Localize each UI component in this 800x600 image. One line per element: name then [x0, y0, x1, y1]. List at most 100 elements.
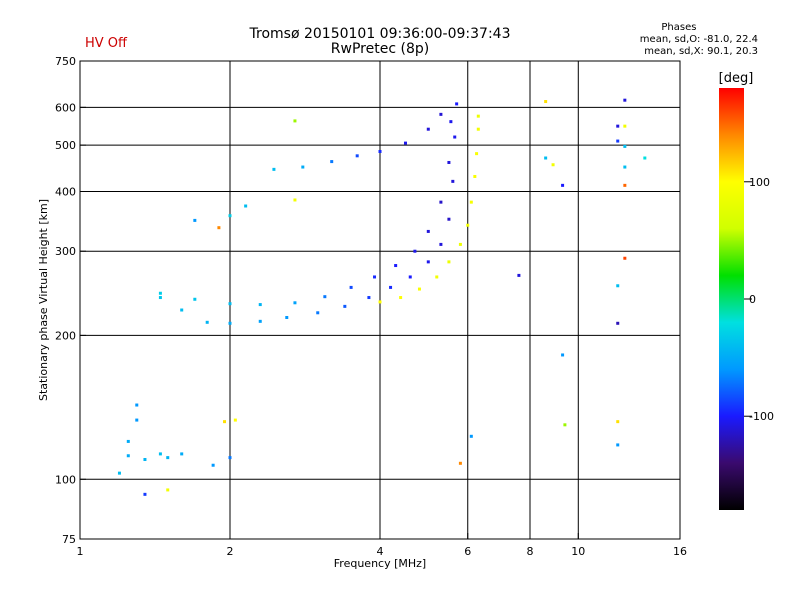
data-point	[180, 308, 184, 312]
data-point	[343, 304, 347, 308]
data-point	[616, 124, 620, 128]
data-point	[561, 353, 565, 357]
data-point	[228, 321, 232, 325]
data-point	[135, 403, 139, 407]
data-point	[439, 200, 443, 204]
phases-x-line: mean, sd,X: 90.1, 20.3	[644, 46, 758, 57]
data-point	[458, 461, 462, 465]
data-point	[453, 135, 457, 139]
x-tick-label: 16	[673, 545, 687, 558]
data-point	[439, 112, 443, 116]
data-point	[272, 167, 276, 171]
y-tick-label: 500	[55, 139, 76, 152]
data-point	[285, 315, 289, 319]
y-tick-label: 200	[55, 329, 76, 342]
x-tick-label: 8	[527, 545, 534, 558]
data-point	[623, 183, 627, 187]
data-point	[355, 154, 359, 158]
data-point	[228, 214, 232, 218]
colorbar-tick-label: 100	[749, 176, 770, 189]
data-point	[623, 124, 627, 128]
data-point	[475, 152, 479, 156]
data-point	[616, 139, 620, 143]
data-point	[426, 260, 430, 264]
data-point	[449, 120, 453, 124]
chart-subtitle: RwPretec (8p)	[330, 41, 430, 57]
axis-ticks: 1 2 4 6 8 10 16 75 100 200 300 400 500 600 750	[55, 55, 687, 558]
x-tick-label: 1	[77, 545, 84, 558]
data-point	[193, 297, 197, 301]
colorbar-ticks: 100 0 -100	[744, 176, 774, 423]
data-point	[158, 291, 162, 295]
colorbar-tick-label: 0	[749, 293, 756, 306]
data-point	[403, 141, 407, 145]
data-point	[228, 456, 232, 460]
data-point	[616, 284, 620, 288]
x-tick-label: 2	[227, 545, 234, 558]
y-tick-label: 75	[62, 533, 76, 546]
data-point	[143, 492, 147, 496]
data-point	[476, 114, 480, 118]
data-point	[117, 471, 121, 475]
data-point	[561, 183, 565, 187]
data-point	[473, 174, 477, 178]
x-tick-label: 10	[571, 545, 585, 558]
x-tick-label: 6	[464, 545, 471, 558]
phases-o-line: mean, sd,O: -81.0, 22.4	[639, 34, 758, 45]
data-point	[466, 223, 470, 227]
colorbar-tick-label: -100	[749, 410, 774, 423]
data-point	[417, 287, 421, 291]
y-tick-label: 600	[55, 101, 76, 114]
data-point	[447, 260, 451, 264]
data-point	[517, 273, 521, 277]
data-point	[180, 452, 184, 456]
data-point	[373, 275, 377, 279]
data-point	[233, 418, 237, 422]
data-point	[126, 454, 130, 458]
data-point	[447, 160, 451, 164]
colorbar	[719, 88, 744, 510]
data-point	[469, 434, 473, 438]
y-tick-label: 400	[55, 185, 76, 198]
data-point	[323, 295, 327, 299]
data-point	[258, 319, 262, 323]
data-point	[435, 275, 439, 279]
data-point	[228, 302, 232, 306]
data-point	[544, 156, 548, 160]
data-point	[126, 439, 130, 443]
y-axis-label: Stationary phase Virtual Height [km]	[37, 199, 50, 401]
data-point	[623, 98, 627, 102]
data-point	[349, 285, 353, 289]
data-point	[413, 249, 417, 253]
data-point	[458, 242, 462, 246]
x-axis-label: Frequency [MHz]	[334, 557, 426, 570]
y-tick-label: 300	[55, 245, 76, 258]
data-point	[451, 179, 455, 183]
data-point	[293, 301, 297, 305]
y-tick-label: 750	[55, 55, 76, 68]
data-point	[408, 275, 412, 279]
data-point	[378, 300, 382, 304]
data-point	[293, 198, 297, 202]
data-point	[316, 311, 320, 315]
data-point	[476, 127, 480, 131]
data-points	[117, 98, 647, 496]
data-point	[643, 156, 647, 160]
hv-status-label: HV Off	[85, 36, 127, 51]
data-point	[211, 463, 215, 467]
data-point	[426, 229, 430, 233]
data-point	[217, 226, 221, 230]
grid-lines	[80, 61, 680, 539]
data-point	[616, 321, 620, 325]
data-point	[426, 127, 430, 131]
y-tick-label: 100	[55, 473, 76, 486]
data-point	[205, 320, 209, 324]
data-point	[143, 457, 147, 461]
data-point	[389, 285, 393, 289]
data-point	[616, 443, 620, 447]
data-point	[135, 418, 139, 422]
data-point	[447, 217, 451, 221]
data-point	[623, 165, 627, 169]
data-point	[469, 200, 473, 204]
